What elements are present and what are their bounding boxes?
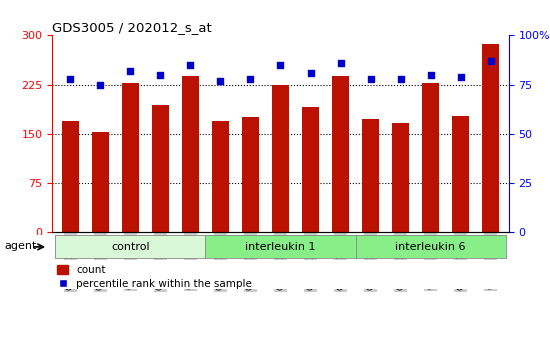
Bar <box>212 120 229 232</box>
Text: control: control <box>111 242 150 252</box>
Bar <box>182 76 199 232</box>
Point <box>156 72 165 78</box>
Bar <box>422 83 439 232</box>
Bar <box>453 116 469 232</box>
Bar <box>152 105 169 232</box>
Bar <box>392 122 409 232</box>
Bar <box>332 76 349 232</box>
Legend: count, percentile rank within the sample: count, percentile rank within the sample <box>57 266 252 289</box>
Bar <box>62 120 79 232</box>
Point <box>426 72 435 78</box>
Point <box>486 58 495 64</box>
Point <box>186 62 195 68</box>
Bar <box>122 82 139 232</box>
Bar <box>242 117 258 232</box>
Point <box>396 76 405 81</box>
Point <box>276 62 285 68</box>
Point <box>306 70 315 75</box>
Point <box>126 68 135 74</box>
Bar <box>362 119 379 232</box>
Point <box>66 76 75 81</box>
Bar <box>92 132 108 232</box>
Text: interleukin 1: interleukin 1 <box>245 242 316 252</box>
Point <box>96 82 104 87</box>
Bar <box>272 85 289 232</box>
Point <box>246 76 255 81</box>
Text: GDS3005 / 202012_s_at: GDS3005 / 202012_s_at <box>52 21 212 34</box>
Text: agent: agent <box>4 241 36 251</box>
Point <box>216 78 225 84</box>
Bar <box>302 107 319 232</box>
Point <box>456 74 465 80</box>
Text: interleukin 6: interleukin 6 <box>395 242 466 252</box>
Point <box>336 60 345 66</box>
Point <box>366 76 375 81</box>
Bar <box>482 44 499 232</box>
